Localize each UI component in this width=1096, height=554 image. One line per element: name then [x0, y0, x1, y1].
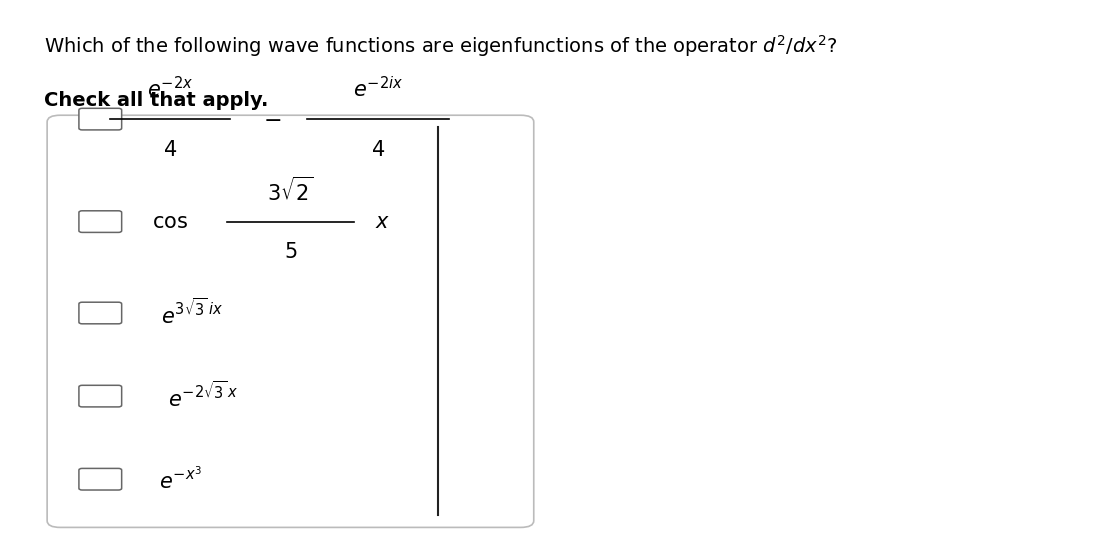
FancyBboxPatch shape	[79, 469, 122, 490]
Text: Which of the following wave functions are eigenfunctions of the operator $d^2/dx: Which of the following wave functions ar…	[44, 33, 837, 59]
Text: $e^{3\sqrt{3}\,ix}$: $e^{3\sqrt{3}\,ix}$	[161, 298, 222, 328]
FancyBboxPatch shape	[47, 115, 534, 527]
Text: $-$: $-$	[263, 109, 281, 129]
FancyBboxPatch shape	[79, 211, 122, 232]
Text: $\cos$: $\cos$	[152, 212, 187, 232]
Text: $4$: $4$	[372, 140, 385, 160]
Text: $x$: $x$	[375, 212, 390, 232]
Text: $4$: $4$	[163, 140, 176, 160]
Text: $e^{-x^3}$: $e^{-x^3}$	[159, 466, 203, 493]
Text: $e^{-2x}$: $e^{-2x}$	[147, 76, 193, 101]
FancyBboxPatch shape	[79, 302, 122, 324]
FancyBboxPatch shape	[79, 108, 122, 130]
Text: $e^{-2ix}$: $e^{-2ix}$	[353, 76, 403, 101]
Text: $5$: $5$	[284, 242, 297, 262]
Text: $3\sqrt{2}$: $3\sqrt{2}$	[267, 177, 313, 206]
Text: $e^{-2\sqrt{3}\,x}$: $e^{-2\sqrt{3}\,x}$	[168, 381, 238, 411]
FancyBboxPatch shape	[79, 386, 122, 407]
Text: Check all that apply.: Check all that apply.	[44, 91, 269, 110]
